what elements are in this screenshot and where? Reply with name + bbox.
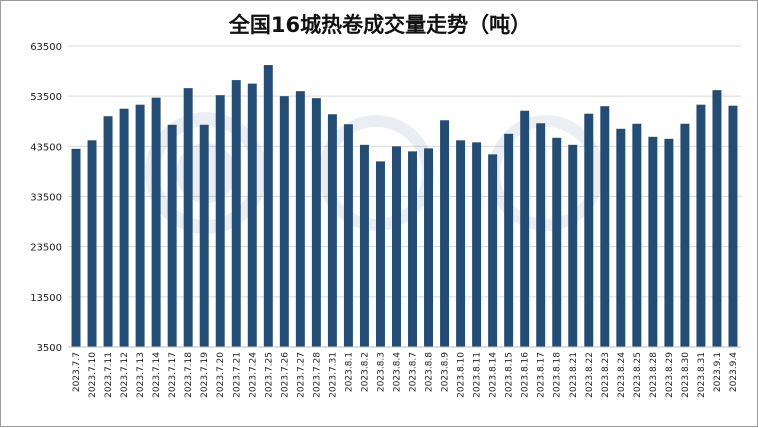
x-tick-label: 2023.9.4 [729, 352, 739, 392]
bar-2023.8.11 [472, 142, 482, 347]
x-tick-label: 2023.8.29 [665, 352, 675, 398]
y-tick-label: 23500 [30, 243, 62, 254]
bar-2023.7.20 [215, 95, 225, 347]
bar-2023.9.4 [728, 105, 738, 347]
chart-title: 全国16城热卷成交量走势（吨） [228, 13, 532, 37]
x-tick-label: 2023.7.21 [232, 352, 242, 398]
bar-2023.7.25 [263, 65, 273, 347]
bar-2023.7.7 [71, 148, 81, 347]
bar-2023.8.17 [536, 123, 546, 347]
bar-2023.8.15 [504, 133, 514, 347]
x-tick-label: 2023.8.31 [697, 352, 707, 398]
y-axis-ticks: 63500 53500 43500 33500 23500 13500 3500 [30, 42, 62, 354]
x-tick-label: 2023.7.31 [328, 352, 338, 398]
bar-2023.8.16 [520, 110, 530, 347]
bar-2023.7.17 [167, 124, 177, 347]
x-tick-label: 2023.8.24 [617, 352, 627, 398]
bar-2023.8.2 [359, 144, 369, 347]
bar-2023.7.12 [119, 108, 129, 348]
x-tick-label: 2023.9.1 [713, 352, 723, 392]
bar-2023.7.21 [231, 80, 241, 348]
bar-2023.7.19 [199, 124, 209, 347]
x-tick-label: 2023.7.12 [120, 352, 130, 398]
bar-2023.8.4 [392, 146, 401, 347]
x-tick-label: 2023.8.11 [473, 352, 483, 398]
x-tick-label: 2023.7.18 [184, 352, 194, 398]
x-axis-ticks: 2023.7.7 2023.7.10 2023.7.11 2023.7.12 2023.… [72, 352, 739, 398]
y-tick-label: 3500 [37, 343, 62, 354]
x-tick-label: 2023.8.21 [569, 352, 579, 398]
x-tick-label: 2023.7.11 [104, 352, 114, 398]
x-tick-label: 2023.8.14 [489, 352, 499, 398]
x-tick-label: 2023.8.9 [441, 352, 451, 392]
bar-2023.8.18 [552, 137, 562, 347]
x-tick-label: 2023.7.10 [88, 352, 98, 398]
x-tick-label: 2023.8.23 [601, 352, 611, 398]
bar-2023.7.28 [311, 98, 321, 347]
x-tick-label: 2023.7.17 [168, 352, 178, 398]
x-tick-label: 2023.7.26 [280, 352, 290, 398]
x-tick-label: 2023.8.15 [505, 352, 515, 398]
bar-2023.7.27 [295, 91, 305, 348]
bar-2023.7.24 [247, 83, 257, 348]
y-tick-label: 43500 [30, 142, 62, 153]
bar-2023.8.10 [456, 140, 466, 347]
bar-2023.8.28 [648, 136, 658, 347]
x-tick-label: 2023.8.17 [537, 352, 547, 398]
bar-2023.8.31 [696, 104, 706, 347]
bar-2023.7.10 [87, 140, 97, 347]
y-tick-label: 53500 [30, 92, 62, 103]
bar-2023.8.29 [664, 138, 674, 347]
x-tick-label: 2023.8.4 [392, 352, 402, 392]
bar-2023.8.3 [375, 161, 385, 347]
x-tick-label: 2023.8.8 [425, 352, 435, 392]
y-tick-label: 63500 [30, 42, 62, 53]
x-tick-label: 2023.7.27 [296, 352, 306, 398]
bar-2023.8.8 [424, 148, 434, 347]
x-tick-label: 2023.7.13 [136, 352, 146, 398]
bar-2023.7.14 [151, 97, 161, 347]
x-tick-label: 2023.8.16 [521, 352, 531, 398]
bar-2023.7.18 [183, 88, 193, 347]
x-tick-label: 2023.8.10 [457, 352, 467, 398]
bar-2023.8.1 [343, 124, 353, 347]
bar-2023.8.9 [440, 120, 450, 347]
x-tick-label: 2023.8.30 [681, 352, 691, 398]
bar-2023.8.14 [488, 154, 498, 347]
x-tick-label: 2023.8.7 [409, 352, 419, 392]
bar-2023.8.23 [600, 106, 610, 347]
bar-2023.7.26 [279, 96, 289, 347]
x-tick-label: 2023.7.14 [152, 352, 162, 398]
x-tick-label: 2023.7.28 [312, 352, 322, 398]
bar-2023.8.30 [680, 123, 690, 347]
x-tick-label: 2023.8.22 [585, 352, 595, 398]
x-tick-label: 2023.7.24 [248, 352, 258, 398]
bar-2023.7.11 [103, 116, 113, 347]
y-tick-label: 13500 [30, 293, 62, 304]
bar-2023.7.31 [327, 114, 337, 347]
bar-2023.8.25 [632, 123, 642, 347]
bar-2023.9.1 [712, 90, 722, 348]
x-tick-label: 2023.8.1 [344, 352, 354, 392]
x-tick-label: 2023.7.7 [72, 352, 82, 392]
x-tick-label: 2023.7.25 [264, 352, 274, 398]
bars [71, 65, 738, 348]
x-tick-label: 2023.8.18 [553, 352, 563, 398]
bar-2023.8.21 [568, 144, 578, 347]
x-tick-label: 2023.7.20 [216, 352, 226, 398]
bar-2023.7.13 [135, 104, 145, 347]
x-tick-label: 2023.8.25 [633, 352, 643, 398]
x-tick-label: 2023.8.28 [649, 352, 659, 398]
x-tick-label: 2023.8.2 [360, 352, 370, 392]
x-tick-label: 2023.8.3 [376, 352, 386, 392]
x-tick-label: 2023.7.19 [200, 352, 210, 398]
bar-2023.8.24 [616, 128, 626, 347]
gridlines [68, 45, 741, 298]
y-tick-label: 33500 [30, 193, 62, 204]
bar-2023.8.22 [584, 113, 594, 347]
bar-2023.8.7 [408, 151, 417, 347]
